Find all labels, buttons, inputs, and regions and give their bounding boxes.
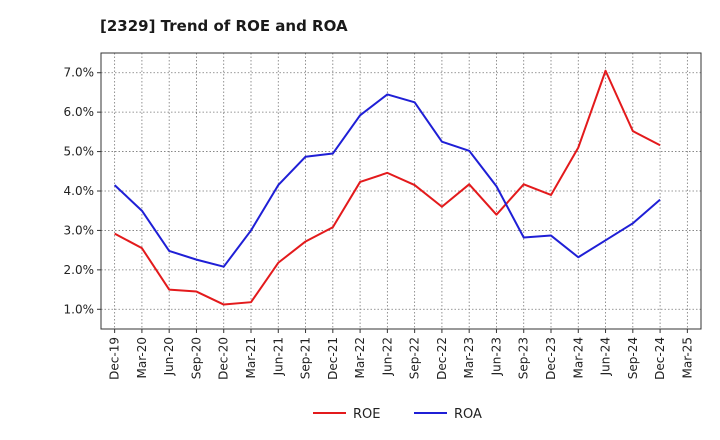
x-tick-label: Dec-21 xyxy=(326,337,340,380)
x-tick-label: Mar-24 xyxy=(571,337,585,378)
x-tick-label: Sep-20 xyxy=(189,337,203,379)
series-lines xyxy=(113,69,661,306)
x-tick-label: Jun-20 xyxy=(162,337,176,376)
x-tick-label: Sep-22 xyxy=(408,337,422,379)
y-tick-label: 5.0% xyxy=(64,145,95,159)
chart-title: [2329] Trend of ROE and ROA xyxy=(100,17,348,35)
x-tick-label: Jun-23 xyxy=(489,337,503,376)
y-tick-label: 1.0% xyxy=(64,302,95,316)
y-tick-label: 6.0% xyxy=(64,105,95,119)
y-axis-ticks: 1.0% 2.0% 3.0% 4.0% 5.0% 6.0% 7.0% xyxy=(64,66,101,316)
x-tick-label: Sep-21 xyxy=(299,337,313,379)
x-tick-label: Dec-20 xyxy=(217,337,231,380)
y-tick-label: 4.0% xyxy=(64,184,95,198)
x-tick-label: Sep-24 xyxy=(626,337,640,379)
y-tick-label: 3.0% xyxy=(64,223,95,237)
y-tick-label: 2.0% xyxy=(64,263,95,277)
series-line-roe xyxy=(114,69,661,306)
x-axis-ticks: Dec-19 Mar-20 Jun-20 Sep-20 Dec-20 Mar-21 Jun-… xyxy=(108,329,694,380)
x-tick-label: Jun-21 xyxy=(271,337,285,376)
x-tick-label: Jun-22 xyxy=(380,337,394,376)
x-tick-label: Dec-22 xyxy=(435,337,449,380)
grid-lines xyxy=(101,53,701,329)
x-tick-label: Mar-22 xyxy=(353,337,367,378)
y-tick-label: 7.0% xyxy=(64,66,95,80)
x-tick-label: Jun-24 xyxy=(599,337,613,376)
x-tick-label: Mar-23 xyxy=(462,337,476,378)
plot-frame xyxy=(100,52,702,330)
plot-area xyxy=(101,53,701,329)
legend: ROE ROA xyxy=(313,407,482,422)
x-tick-label: Sep-23 xyxy=(517,337,531,379)
x-tick-label: Dec-23 xyxy=(544,337,558,380)
legend-label-roa: ROA xyxy=(454,407,482,422)
legend-label-roe: ROE xyxy=(353,407,380,422)
x-tick-label: Dec-24 xyxy=(653,337,667,380)
x-tick-label: Dec-19 xyxy=(108,337,122,380)
x-tick-label: Mar-20 xyxy=(135,337,149,378)
series-line-roa xyxy=(113,93,661,268)
x-tick-label: Mar-25 xyxy=(680,337,694,378)
x-tick-label: Mar-21 xyxy=(244,337,258,378)
